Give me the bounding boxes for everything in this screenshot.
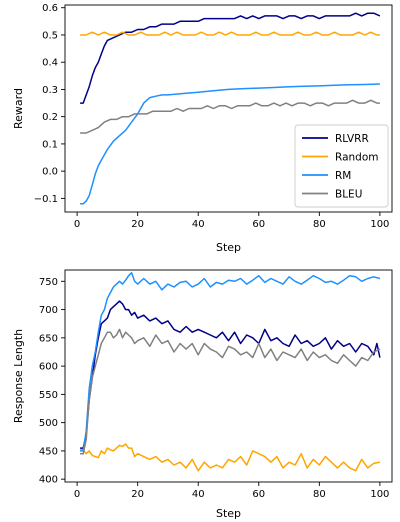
legend-label-bleu: BLEU [335, 189, 362, 201]
x-axis-label: Step [216, 507, 241, 520]
y-tick-label: 500 [39, 418, 58, 429]
y-axis-label: Response Length [12, 329, 25, 423]
series-line-bleu [80, 328, 381, 455]
y-tick-label: 0.1 [42, 139, 58, 150]
series-line-rlvrr [80, 12, 381, 104]
chart-panel-2: 0 20 40 60 80 100 400 450 500 550 600 650 700 750 Step… [12, 269, 393, 520]
y-tick-label: 0.3 [42, 85, 58, 96]
y-tick-label: 750 [39, 277, 58, 288]
axes-frame [64, 4, 393, 213]
x-tick-label: 100 [370, 489, 389, 500]
legend-label-rlvrr: RLVRR [335, 133, 369, 145]
y-tick-label: 600 [39, 362, 58, 373]
chart-panel-1: 0 20 40 60 80 100 −0.1 0.0 0.1 0.2 0.3 0.4 0.5 0.6 Ste… [12, 3, 393, 254]
y-tick-label: 450 [39, 446, 58, 457]
x-tick-label: 0 [74, 219, 80, 230]
y-tick-label: 0.0 [42, 167, 58, 178]
x-tick-label: 80 [313, 219, 326, 230]
y-tick-label: 650 [39, 333, 58, 344]
y-tick-label: 0.4 [42, 58, 58, 69]
x-tick-label: 40 [192, 489, 205, 500]
x-tick-label: 40 [192, 219, 205, 230]
legend-label-rm: RM [335, 170, 351, 182]
y-tick-label: 0.5 [42, 30, 58, 41]
x-tick-label: 20 [131, 219, 144, 230]
y-axis-label: Reward [12, 88, 25, 129]
x-tick-label: 60 [252, 489, 265, 500]
y-tick-label: 550 [39, 390, 58, 401]
y-tick-label: 400 [39, 475, 58, 486]
series-line-rlvrr [80, 300, 381, 449]
legend-box [294, 124, 389, 208]
x-tick-label: 100 [370, 219, 389, 230]
legend-label-random: Random [335, 152, 378, 164]
x-tick-label: 80 [313, 489, 326, 500]
series-line-bleu [80, 99, 380, 134]
y-tick-label: 0.6 [42, 3, 58, 14]
x-tick-label: 20 [131, 489, 144, 500]
y-tick-label: −0.1 [34, 194, 58, 205]
series-line-random [80, 31, 380, 36]
x-axis-label: Step [216, 241, 241, 254]
axes-frame [64, 269, 393, 483]
x-tick-label: 60 [252, 219, 265, 230]
series-line-rm [80, 83, 380, 205]
legend: RLVRR Random RM BLEU [294, 124, 389, 208]
x-tick-label: 0 [74, 489, 80, 500]
y-tick-label: 700 [39, 305, 58, 316]
y-tick-label: 0.2 [42, 112, 58, 123]
series-line-random [80, 443, 381, 472]
series-line-rm [80, 272, 381, 452]
